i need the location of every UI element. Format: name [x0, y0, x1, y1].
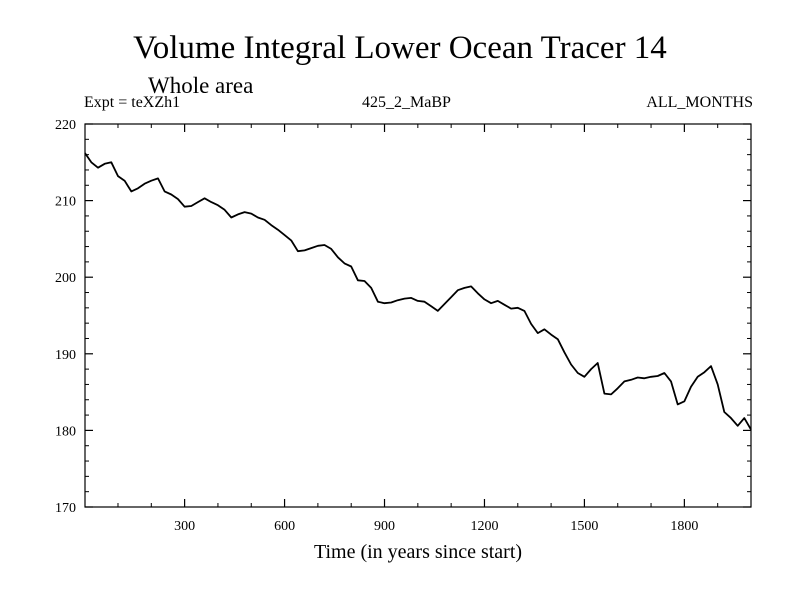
x-tick-label: 1200 [470, 519, 498, 534]
chart-subtitle: Whole area [148, 73, 254, 98]
period-label: 425_2_MaBP [362, 94, 451, 111]
y-tick-label: 220 [55, 118, 76, 133]
months-label: ALL_MONTHS [646, 94, 753, 111]
x-tick-label: 1800 [670, 519, 698, 534]
x-axis-label: Time (in years since start) [314, 541, 522, 563]
major-ticks [85, 123, 751, 508]
y-tick-label: 170 [55, 501, 76, 516]
y-tick-label: 190 [55, 348, 76, 363]
chart-title: Volume Integral Lower Ocean Tracer 14 [133, 30, 667, 66]
y-tick-label: 180 [55, 424, 76, 439]
x-tick-label: 600 [274, 519, 295, 534]
minor-ticks [85, 124, 752, 507]
x-tick-label: 900 [374, 519, 395, 534]
y-tick-label: 200 [55, 271, 76, 286]
x-tick-label: 300 [174, 519, 195, 534]
x-tick-label: 1500 [570, 519, 598, 534]
y-tick-label: 210 [55, 195, 76, 210]
plot-frame [84, 123, 752, 508]
experiment-label: Expt = teXZh1 [84, 94, 181, 111]
tick-labels: 300 600 900 1200 1500 1800 170 180 190 200 210 220 [55, 118, 698, 534]
series-line-tracer-14 [84, 152, 752, 431]
